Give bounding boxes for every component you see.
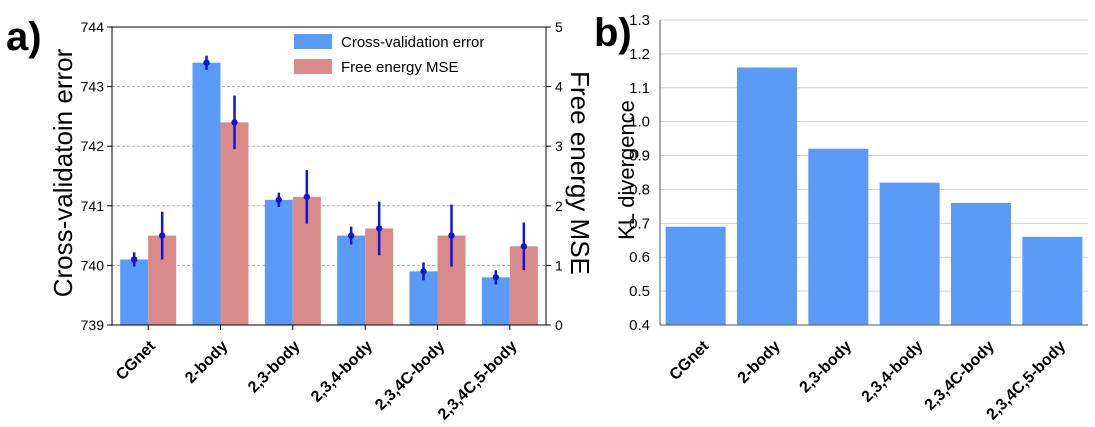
y-tick-label: 1.0 [629, 114, 650, 131]
errorbar-point-cross-validation-cgnet [130, 256, 138, 263]
errorbar-point-free-energy-2-3-4c-5-body [520, 243, 528, 250]
panel-a-left-ticks: 739 740 741 742 743 744 [81, 19, 112, 333]
right-tick-label: 3 [555, 138, 563, 154]
bar-kl-cgnet [665, 226, 726, 325]
category-label-2-3-4-body: 2,3,4-body [859, 338, 927, 406]
legend-swatch-cv [294, 34, 332, 49]
bar-kl-2-3-body [808, 148, 869, 325]
category-label-cgnet: CGnet [113, 337, 159, 383]
right-tick-label: 1 [555, 257, 563, 273]
legend-label-cv: Cross-validation error [341, 34, 484, 51]
category-label-2-body: 2-body [735, 338, 784, 387]
bar-cross-validation-2-3-4-body [337, 235, 366, 325]
category-label-2-3-4c-body: 2,3,4C-body [372, 338, 448, 414]
category-label-2-3-body: 2,3-body [245, 338, 304, 397]
panel-a-bars [120, 62, 538, 325]
right-tick-label: 2 [555, 198, 563, 214]
errorbar-point-free-energy-cgnet [158, 232, 166, 239]
bar-kl-2-3-4-body [879, 182, 940, 325]
bar-kl-2-3-4c-body [951, 203, 1011, 325]
category-label-cgnet: CGnet [667, 337, 713, 383]
errorbar-point-cross-validation-2-3-body [275, 196, 283, 204]
errorbar-point-cross-validation-2-3-4c-5-body [492, 274, 500, 281]
y-tick-label: 0.9 [629, 148, 650, 165]
left-tick-label: 742 [81, 138, 105, 154]
errorbar-point-free-energy-2-body [231, 119, 238, 126]
panel-a-frame [111, 26, 547, 326]
bar-cross-validation-2-body [192, 62, 221, 325]
panel-b-y-ticks: 0.4 0.5 0.6 0.7 0.8 0.9 1.0 1.1 1.2 1.3 [629, 12, 650, 334]
panel-a-y-axis-title: Cross-validatoin error [48, 48, 78, 297]
y-tick-label: 0.8 [629, 181, 650, 198]
panel-b-y-axis-title: KL divergence [614, 100, 639, 240]
category-label-2-3-4-body: 2,3,4-body [308, 338, 376, 406]
errorbar-point-cross-validation-2-3-4-body [347, 232, 355, 239]
bar-free-energy-2-body [220, 122, 249, 325]
category-label-2-3-4c-5-body: 2,3,4C,5-body [435, 338, 521, 424]
y-tick-label: 0.4 [629, 317, 650, 334]
y-tick-label: 0.7 [629, 215, 650, 232]
panel-a-right-ticks: 0 1 2 3 4 5 [546, 19, 563, 333]
left-tick-label: 739 [81, 317, 105, 333]
category-label-2-body: 2-body [182, 338, 231, 387]
y-tick-label: 1.2 [629, 46, 650, 63]
left-tick-label: 743 [81, 79, 105, 95]
bar-cross-validation-2-3-4c-5-body [481, 277, 510, 325]
right-tick-label: 5 [555, 19, 563, 35]
y-tick-label: 0.5 [629, 283, 650, 300]
category-label-2-3-body: 2,3-body [797, 338, 856, 397]
panel-a-label: a) [6, 15, 42, 59]
bar-cross-validation-cgnet [120, 259, 149, 325]
panel-a-gridlines [112, 86, 546, 266]
left-tick-label: 740 [81, 257, 105, 273]
panel-b-category-labels: CGnet 2-body 2,3-body 2,3,4-body2,3,4C-body… [667, 337, 1070, 423]
errorbar-point-free-energy-2-3-body [303, 193, 311, 201]
panel-b: b) 0.4 0.5 0.6 0.7 0.8 0.9 1.0 1.1 1.2 1.3 CGnet 2… [594, 11, 1088, 423]
bar-kl-2-3-4c-5-body [1022, 236, 1083, 325]
panel-a-axes [111, 26, 547, 326]
panel-b-axes [659, 19, 1088, 326]
y-tick-label: 1.1 [629, 80, 650, 97]
legend-swatch-fe [294, 59, 332, 74]
right-tick-label: 0 [555, 317, 563, 333]
left-tick-label: 744 [81, 19, 105, 35]
left-tick-label: 741 [81, 198, 105, 214]
panel-a-legend: Cross-validation error Free energy MSE [294, 34, 484, 76]
errorbar-point-cross-validation-2-3-4c-body [420, 268, 427, 275]
panel-b-bars [665, 67, 1083, 325]
legend-label-fe: Free energy MSE [341, 59, 459, 76]
errorbar-point-free-energy-2-3-4-body [375, 225, 383, 232]
panel-a: a) 739 740 741 742 743 744 0 1 2 3 4 5 CGnet 2-body… [6, 15, 595, 423]
y-tick-label: 0.6 [629, 249, 650, 266]
panel-b-label: b) [594, 11, 632, 55]
bar-kl-2-body [737, 67, 797, 325]
y-tick-label: 1.3 [629, 12, 650, 29]
panel-a-error-bars [130, 55, 528, 285]
errorbar-point-free-energy-2-3-4c-body [448, 232, 455, 239]
panel-a-y2-axis-title: Free energy MSE [565, 71, 595, 275]
right-tick-label: 4 [555, 79, 563, 95]
category-label-2-3-4c-body: 2,3,4C-body [922, 338, 998, 414]
bar-cross-validation-2-3-body [264, 199, 293, 325]
panel-a-category-labels: CGnet 2-body 2,3-body 2,3,4-body2,3,4C-body… [113, 325, 521, 423]
panel-b-gridlines [660, 53, 1088, 292]
errorbar-point-cross-validation-2-body [203, 59, 210, 66]
